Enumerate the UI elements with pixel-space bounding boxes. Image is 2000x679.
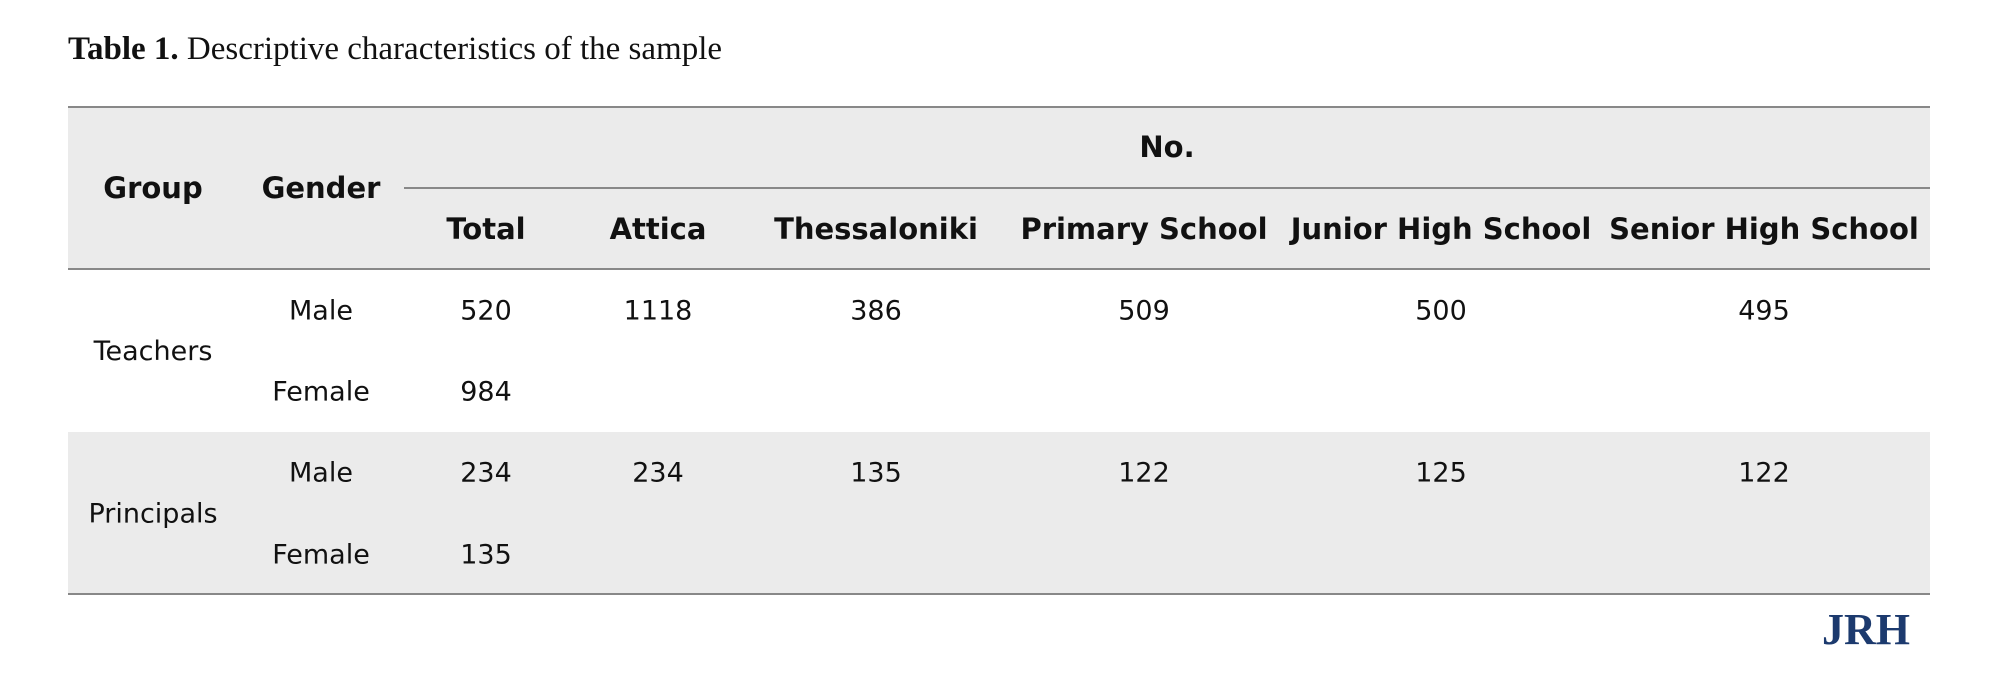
- row-bg: [68, 432, 1930, 594]
- group-name: Teachers: [93, 336, 213, 367]
- cell: 135: [850, 458, 902, 489]
- cell: 495: [1738, 296, 1790, 327]
- gender: Female: [272, 540, 370, 571]
- logo: JRH: [1822, 605, 1910, 654]
- cell: 125: [1415, 458, 1467, 489]
- column-header: Junior High School: [1289, 212, 1592, 246]
- cell: 135: [460, 540, 512, 571]
- header-gender: Gender: [262, 171, 382, 205]
- column-header: Total: [446, 212, 525, 246]
- column-header: Attica: [610, 212, 707, 246]
- cell: 122: [1118, 458, 1170, 489]
- header-group: Group: [103, 171, 202, 205]
- cell: 234: [632, 458, 684, 489]
- cell: 234: [460, 458, 512, 489]
- cell: 1118: [624, 296, 693, 327]
- gender: Female: [272, 377, 370, 408]
- cell: 500: [1415, 296, 1467, 327]
- caption-label: Table 1.: [68, 31, 179, 67]
- caption: Table 1. Descriptive characteristics of …: [68, 31, 722, 67]
- group-name: Principals: [88, 499, 217, 530]
- column-header: Thessaloniki: [774, 212, 978, 246]
- cell: 509: [1118, 296, 1170, 327]
- caption-text: Descriptive characteristics of the sampl…: [187, 31, 722, 67]
- gender: Male: [289, 296, 353, 327]
- gender: Male: [289, 458, 353, 489]
- header-span: No.: [1139, 130, 1194, 164]
- cell: 520: [460, 296, 512, 327]
- cell: 984: [460, 377, 512, 408]
- cell: 122: [1738, 458, 1790, 489]
- column-header: Primary School: [1020, 212, 1267, 246]
- cell: 386: [850, 296, 902, 327]
- column-header: Senior High School: [1609, 212, 1919, 246]
